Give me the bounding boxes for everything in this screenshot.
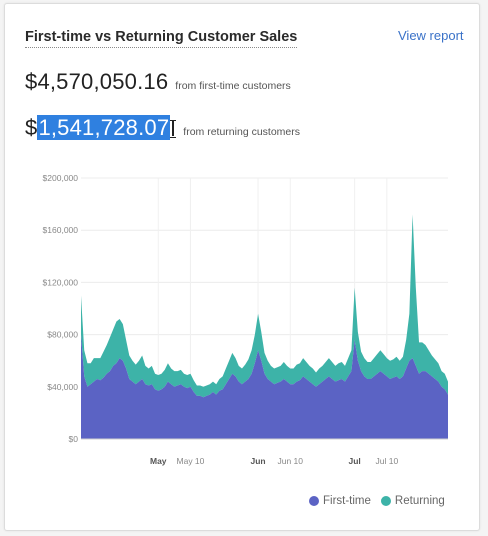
legend-label-first-time: First-time: [323, 495, 371, 507]
y-tick-label: $120,000: [43, 277, 79, 287]
y-tick-label: $40,000: [47, 382, 78, 392]
selected-text[interactable]: 1,541,728.07: [37, 115, 171, 140]
returning-caption: from returning customers: [183, 126, 301, 138]
y-tick-label: $200,000: [43, 173, 79, 183]
legend-item-first-time[interactable]: First-time: [309, 495, 371, 507]
returning-value: $1,541,728.07: [25, 115, 171, 140]
legend-label-returning: Returning: [394, 495, 445, 507]
sales-card: First-time vs Returning Customer Sales V…: [4, 3, 480, 531]
y-tick-label: $160,000: [43, 225, 79, 235]
first-time-caption: from first-time customers: [175, 80, 291, 92]
first-time-metric: $4,570,050.16 from first-time customers: [25, 69, 291, 95]
text-cursor-icon: [170, 120, 177, 138]
first-time-legend-dot: [309, 496, 319, 506]
x-tick-label: May 10: [177, 456, 205, 466]
first-time-value: $4,570,050.16: [25, 69, 169, 94]
x-tick-label: Jul: [348, 456, 360, 466]
returning-legend-dot: [380, 496, 391, 506]
returning-metric: $1,541,728.07 from returning customers: [25, 115, 300, 141]
y-tick-label: $80,000: [47, 330, 78, 340]
x-tick-label: Jul 10: [375, 456, 398, 466]
returning-area[interactable]: [81, 214, 448, 398]
view-report-link[interactable]: View report: [398, 28, 464, 43]
chart-legend: First-time Returning: [309, 495, 455, 507]
x-tick-label: Jun: [250, 456, 265, 466]
first-time-area[interactable]: [81, 334, 448, 439]
card-title[interactable]: First-time vs Returning Customer Sales: [25, 29, 298, 48]
x-tick-label: May: [150, 456, 167, 466]
legend-item-returning[interactable]: Returning: [380, 495, 445, 507]
y-tick-label: $0: [69, 434, 79, 444]
x-tick-label: Jun 10: [277, 456, 303, 466]
